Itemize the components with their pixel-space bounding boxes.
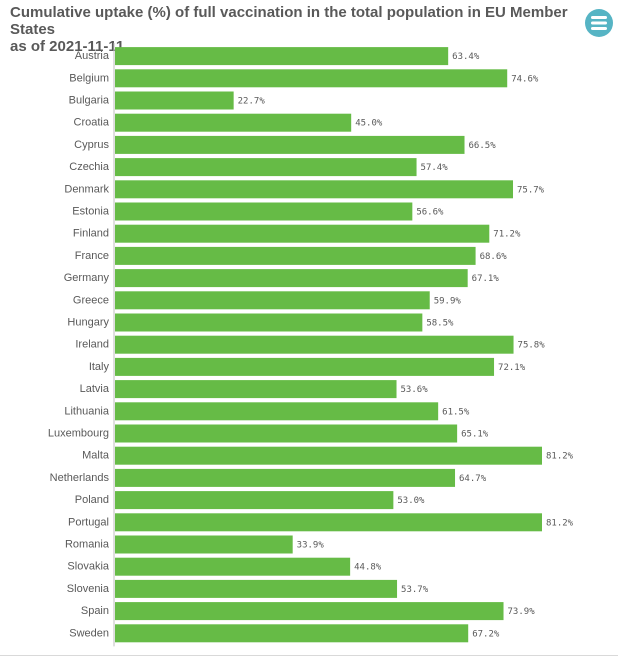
value-label: 53.7%	[401, 585, 429, 595]
category-label: Portugal	[68, 516, 109, 528]
category-label: Hungary	[67, 317, 109, 329]
bar[interactable]	[115, 47, 449, 66]
category-label: Croatia	[74, 117, 110, 129]
category-label: Slovakia	[67, 561, 109, 573]
category-label: Poland	[75, 494, 109, 506]
value-label: 65.1%	[461, 430, 489, 440]
value-label: 72.1%	[498, 363, 526, 373]
category-label: Latvia	[80, 383, 110, 395]
bar[interactable]	[115, 269, 468, 288]
value-label: 81.2%	[546, 452, 574, 462]
value-label: 33.9%	[297, 541, 325, 551]
value-label: 56.6%	[416, 208, 444, 218]
value-label: 75.8%	[518, 341, 546, 351]
bar[interactable]	[115, 557, 351, 576]
category-label: Estonia	[72, 206, 110, 218]
hamburger-menu-icon	[591, 16, 607, 30]
value-label: 57.4%	[421, 163, 449, 173]
bar[interactable]	[115, 180, 514, 199]
menu-button[interactable]	[585, 9, 613, 37]
bottom-divider	[0, 655, 618, 656]
category-label: Greece	[73, 294, 109, 306]
category-label: Austria	[75, 50, 110, 62]
category-label: Belgium	[69, 72, 109, 84]
category-label: Romania	[65, 539, 110, 551]
bar[interactable]	[115, 113, 352, 132]
value-label: 66.5%	[469, 141, 497, 151]
bar[interactable]	[115, 91, 234, 110]
value-label: 53.0%	[397, 496, 425, 506]
bar[interactable]	[115, 424, 458, 443]
category-label: Lithuania	[64, 405, 110, 417]
value-label: 44.8%	[354, 563, 382, 573]
chart-title-line-2: as of 2021-11-11	[10, 38, 125, 55]
bar[interactable]	[115, 624, 469, 643]
value-label: 67.2%	[472, 629, 500, 639]
bar[interactable]	[115, 602, 504, 621]
category-label: Czechia	[69, 161, 110, 173]
category-label: Italy	[89, 361, 110, 373]
category-label: Finland	[73, 228, 109, 240]
bar[interactable]	[115, 291, 430, 310]
value-label: 68.6%	[480, 252, 508, 262]
bar[interactable]	[115, 69, 508, 88]
category-label: Germany	[64, 272, 110, 284]
category-label: Denmark	[64, 183, 109, 195]
value-label: 45.0%	[355, 119, 383, 129]
bar[interactable]	[115, 468, 456, 487]
value-label: 75.7%	[517, 185, 545, 195]
bar[interactable]	[115, 246, 476, 265]
value-label: 53.6%	[401, 385, 429, 395]
bar[interactable]	[115, 224, 490, 243]
chart-title-line-1: Cumulative uptake (%) of full vaccinatio…	[10, 4, 568, 38]
bar[interactable]	[115, 402, 439, 421]
bar[interactable]	[115, 380, 397, 399]
value-label: 59.9%	[434, 296, 462, 306]
bar[interactable]	[115, 357, 495, 376]
bar[interactable]	[115, 335, 514, 354]
category-label: Sweden	[69, 627, 109, 639]
category-label: Ireland	[75, 339, 109, 351]
bar[interactable]	[115, 579, 398, 598]
value-label: 73.9%	[508, 607, 536, 617]
value-label: 61.5%	[442, 407, 470, 417]
value-label: 81.2%	[546, 518, 574, 528]
bar[interactable]	[115, 135, 465, 154]
value-label: 58.5%	[426, 319, 454, 329]
bar[interactable]	[115, 158, 417, 177]
value-label: 74.6%	[511, 74, 539, 84]
category-label: France	[75, 250, 109, 262]
category-label: Luxembourg	[48, 428, 109, 440]
bar[interactable]	[115, 535, 293, 554]
bar[interactable]	[115, 491, 394, 510]
category-label: Netherlands	[50, 472, 110, 484]
category-label: Spain	[81, 605, 109, 617]
bar[interactable]	[115, 513, 542, 532]
value-label: 63.4%	[452, 52, 480, 62]
category-label: Malta	[82, 450, 110, 462]
category-label: Slovenia	[67, 583, 110, 595]
category-label: Bulgaria	[69, 95, 110, 107]
bar[interactable]	[115, 202, 413, 221]
value-label: 67.1%	[472, 274, 500, 284]
bar[interactable]	[115, 313, 423, 332]
value-label: 71.2%	[493, 230, 521, 240]
chart-title: Cumulative uptake (%) of full vaccinatio…	[10, 4, 590, 55]
category-label: Cyprus	[74, 139, 109, 151]
value-label: 64.7%	[459, 474, 487, 484]
value-label: 22.7%	[238, 97, 266, 107]
bar[interactable]	[115, 446, 542, 465]
